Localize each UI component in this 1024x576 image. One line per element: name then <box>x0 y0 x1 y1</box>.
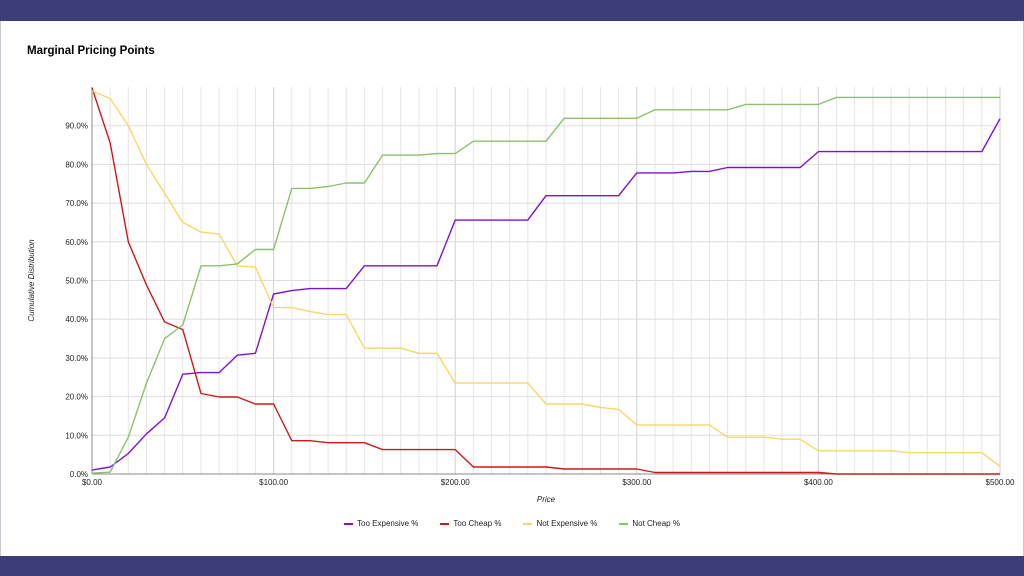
x-tick-label: $300.00 <box>622 478 651 487</box>
y-axis-title: Cumulative Distribution <box>27 239 36 322</box>
y-tick-label: 90.0% <box>65 122 88 131</box>
x-tick-label: $400.00 <box>804 478 833 487</box>
y-tick-label: 60.0% <box>65 238 88 247</box>
legend-item-not-cheap: Not Cheap % <box>619 519 680 528</box>
legend-swatch <box>523 522 533 525</box>
chart-title: Marginal Pricing Points <box>27 45 155 57</box>
y-tick-label: 0.0% <box>70 470 88 479</box>
series-line-too-cheap <box>91 87 1000 475</box>
x-tick-label: $500.00 <box>986 478 1015 487</box>
series-line-too-expensive <box>91 118 1001 471</box>
legend-label: Too Cheap % <box>453 519 502 528</box>
top-banner <box>0 0 1024 21</box>
y-tick-label: 40.0% <box>65 315 88 324</box>
y-tick-label: 20.0% <box>65 393 88 402</box>
bottom-banner <box>0 556 1024 576</box>
legend-item-too-expensive: Too Expensive % <box>344 519 418 528</box>
legend-swatch <box>344 522 354 525</box>
x-tick-label: $200.00 <box>441 478 470 487</box>
y-tick-label: 50.0% <box>65 277 88 286</box>
y-tick-label: 80.0% <box>65 160 88 169</box>
x-tick-label: $0.00 <box>82 478 103 487</box>
legend-swatch <box>440 522 450 525</box>
y-tick-label: 10.0% <box>65 431 88 440</box>
x-tick-label: $100.00 <box>259 478 288 487</box>
y-tick-label: 70.0% <box>65 199 88 208</box>
legend-item-too-cheap: Too Cheap % <box>440 519 501 528</box>
chart-legend: Too Expensive % Too Cheap % Not Expensive … <box>0 519 1024 528</box>
y-tick-label: 30.0% <box>65 354 88 363</box>
legend-swatch <box>619 522 629 525</box>
series-line-not-cheap <box>91 96 1000 474</box>
legend-label: Too Expensive % <box>357 519 419 528</box>
legend-label: Not Cheap % <box>632 519 680 528</box>
series-line-not-expensive <box>91 90 1001 467</box>
x-axis-title: Price <box>537 495 556 504</box>
legend-label: Not Expensive % <box>536 519 598 528</box>
legend-item-not-expensive: Not Expensive % <box>523 519 597 528</box>
